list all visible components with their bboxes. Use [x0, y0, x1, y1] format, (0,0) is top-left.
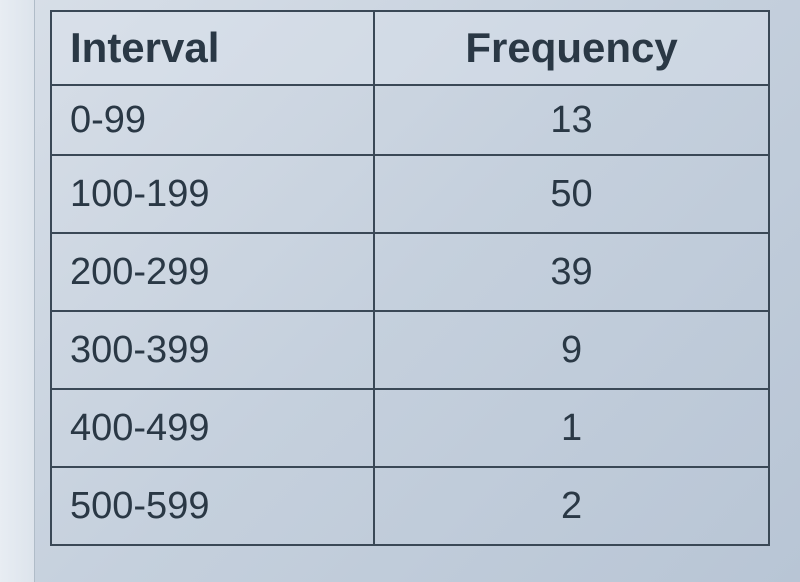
cell-frequency: 13: [374, 85, 769, 155]
frequency-table: Interval Frequency 0-99 13 100-199 50 20…: [50, 10, 770, 546]
header-interval: Interval: [51, 11, 374, 85]
table-header-row: Interval Frequency: [51, 11, 769, 85]
cell-frequency: 50: [374, 155, 769, 233]
cell-frequency: 39: [374, 233, 769, 311]
cell-interval: 400-499: [51, 389, 374, 467]
table-row: 200-299 39: [51, 233, 769, 311]
table-row: 400-499 1: [51, 389, 769, 467]
cell-interval: 300-399: [51, 311, 374, 389]
cell-interval: 500-599: [51, 467, 374, 545]
cell-interval: 0-99: [51, 85, 374, 155]
cell-frequency: 1: [374, 389, 769, 467]
header-frequency: Frequency: [374, 11, 769, 85]
table-row: 500-599 2: [51, 467, 769, 545]
cell-frequency: 9: [374, 311, 769, 389]
cell-interval: 200-299: [51, 233, 374, 311]
cell-frequency: 2: [374, 467, 769, 545]
page-margin: [0, 0, 35, 582]
frequency-table-container: Interval Frequency 0-99 13 100-199 50 20…: [50, 10, 770, 546]
table-row: 100-199 50: [51, 155, 769, 233]
table-row: 0-99 13: [51, 85, 769, 155]
table-row: 300-399 9: [51, 311, 769, 389]
cell-interval: 100-199: [51, 155, 374, 233]
